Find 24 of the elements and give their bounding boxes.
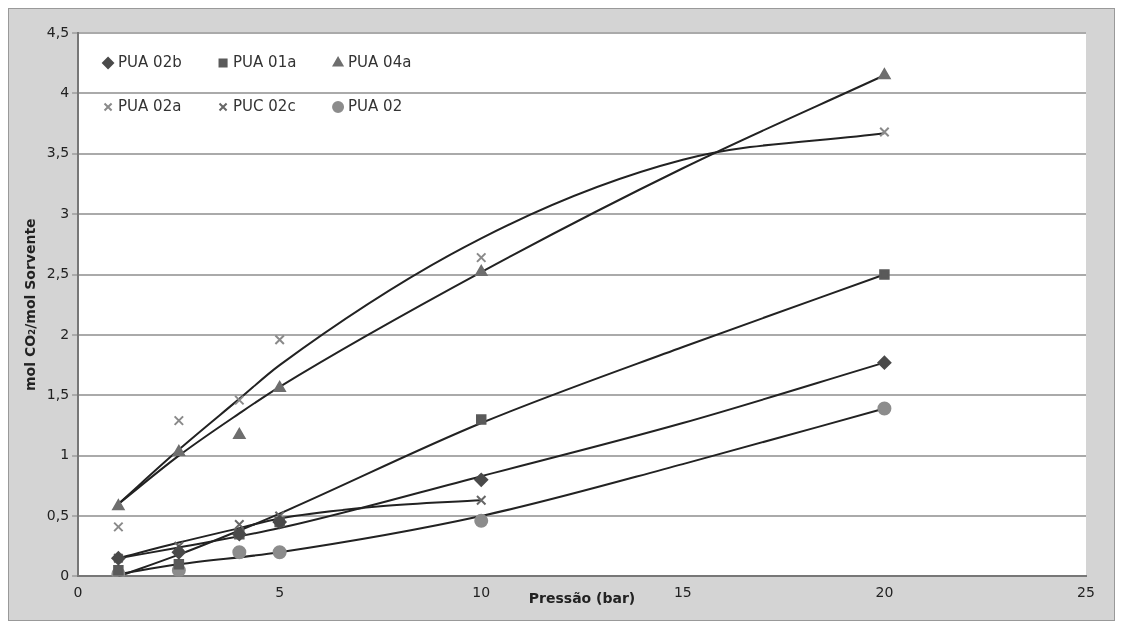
y-tick-label: 2 bbox=[60, 325, 70, 342]
x-tick-label: 20 bbox=[875, 584, 894, 601]
y-tick-label: 1 bbox=[60, 446, 70, 463]
legend-label: PUA 04a bbox=[348, 52, 412, 71]
y-tick-label: 3 bbox=[60, 204, 70, 221]
x-tick-label: 0 bbox=[73, 584, 83, 601]
legend-label: PUA 02b bbox=[118, 52, 182, 71]
x-tick-label: 10 bbox=[472, 584, 491, 601]
x-tick-label: 5 bbox=[275, 584, 285, 601]
x-axis-title: Pressão (bar) bbox=[528, 590, 636, 607]
y-tick-label: 0 bbox=[60, 567, 70, 584]
x-tick-label: 25 bbox=[1077, 584, 1095, 601]
y-tick-label: 2,5 bbox=[46, 265, 70, 282]
legend-label: PUC 02c bbox=[233, 96, 296, 115]
y-tick-label: 4,5 bbox=[46, 23, 70, 40]
y-tick-label: 1,5 bbox=[46, 385, 70, 402]
x-tick-label: 15 bbox=[673, 584, 692, 601]
y-tick-label: 0,5 bbox=[46, 506, 70, 523]
legend-label: PUA 02a bbox=[118, 96, 182, 115]
y-tick-label: 3,5 bbox=[46, 144, 70, 161]
y-axis-title: mol CO₂/mol Sorvente bbox=[22, 218, 39, 391]
legend-label: PUA 02 bbox=[348, 96, 403, 115]
legend-label: PUA 01a bbox=[233, 52, 297, 71]
y-tick-label: 4 bbox=[60, 84, 70, 101]
